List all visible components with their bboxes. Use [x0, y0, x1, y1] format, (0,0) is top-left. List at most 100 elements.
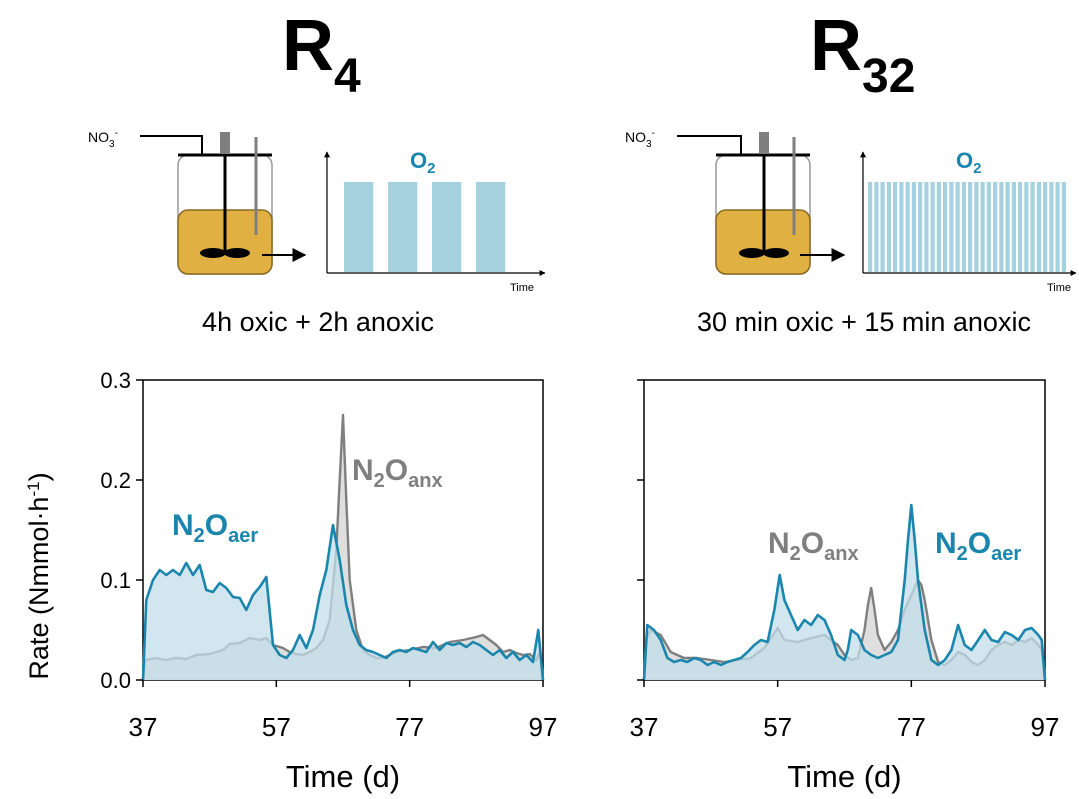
data-point-aer: [823, 619, 826, 621]
data-point-aer: [1004, 631, 1006, 633]
data-point-aer: [870, 654, 873, 656]
data-point-aer: [1040, 639, 1043, 641]
data-point-aer: [352, 629, 354, 631]
o2-time-label-r32: Time: [1047, 282, 1071, 294]
data-point-aer: [746, 651, 749, 653]
x-axis-label: Time (d): [787, 759, 901, 794]
data-point-anx: [873, 609, 876, 611]
data-point-aer: [305, 647, 308, 649]
data-point-aer: [145, 599, 148, 601]
data-point-anx: [836, 644, 839, 646]
data-point-aer: [653, 629, 655, 631]
o2-pulse: [930, 182, 935, 272]
data-point-aer: [733, 659, 736, 661]
data-point-aer: [265, 576, 268, 578]
data-point-aer: [903, 579, 906, 581]
o2-pulses-r32: [868, 182, 1066, 272]
data-point-aer: [957, 624, 959, 626]
data-point-aer: [990, 639, 993, 641]
x-tick-label: 97: [1031, 712, 1060, 742]
data-point-anx: [522, 654, 524, 656]
data-point-anx: [709, 659, 712, 661]
data-point-aer: [699, 659, 702, 661]
data-point-aer: [673, 661, 675, 663]
data-point-aer: [1037, 634, 1040, 636]
o2-pulse: [968, 182, 973, 272]
x-axis-label: Time (d): [286, 759, 400, 794]
series-area-aer: [143, 525, 543, 680]
panel-title-r4: R4: [282, 6, 361, 103]
data-point-aer: [713, 661, 716, 663]
data-point-aer: [492, 654, 494, 656]
data-point-aer: [846, 649, 849, 651]
data-point-aer: [850, 629, 853, 631]
y-axis-label: Rate (Nmmol·h-1): [24, 472, 54, 679]
data-point-aer: [803, 619, 806, 621]
o2-pulse: [432, 182, 462, 272]
y-tick-label: 0.0: [100, 668, 131, 693]
data-point-aer: [425, 651, 428, 653]
panel-r4: R4 NO3- O2 Time 4h oxic + 2h anoxic: [88, 6, 546, 337]
data-point-aer: [172, 569, 174, 571]
series-area-anx: [143, 415, 543, 680]
o2-pulse: [993, 182, 998, 272]
data-point-aer: [205, 589, 208, 591]
data-point-aer: [773, 609, 776, 611]
data-point-anx: [659, 634, 662, 636]
data-point-aer: [930, 659, 933, 661]
o2-pulse: [1018, 182, 1023, 272]
data-point-aer: [198, 564, 201, 566]
data-point-aer: [465, 646, 468, 648]
plot-frame: [643, 379, 1046, 681]
o2-pulse: [961, 182, 966, 272]
data-point-aer: [863, 649, 866, 651]
o2-time-label-r4: Time: [510, 282, 534, 294]
stirrer-blade-left-r4: [200, 248, 226, 258]
series-area-aer: [644, 505, 1045, 680]
data-point-anx: [482, 634, 484, 636]
rate-chart-r32: 37 57 77 97 Time (d) N2Oanx N2Oaer: [630, 379, 1060, 794]
data-point-anx: [348, 579, 351, 581]
data-point-aer: [693, 657, 695, 659]
data-point-aer: [385, 657, 388, 659]
o2-pulse: [949, 182, 954, 272]
data-point-anx: [508, 649, 511, 651]
reactor-schematic-r32: NO3-: [625, 128, 846, 275]
data-point-aer: [810, 624, 812, 626]
data-point-aer: [1024, 629, 1026, 631]
data-point-aer: [753, 644, 756, 646]
data-point-aer: [472, 641, 474, 643]
data-point-aer: [432, 641, 434, 643]
data-point-aer: [666, 657, 669, 659]
reactor-schematic-r4: NO3-: [88, 128, 307, 275]
o2-pulse: [1061, 182, 1066, 272]
data-point-anx: [495, 644, 498, 646]
stirrer-motor-r32: [759, 132, 769, 154]
y-tick-label: 0.1: [100, 568, 131, 593]
data-point-aer: [272, 644, 274, 646]
data-point-anx: [683, 657, 685, 659]
data-point-aer: [923, 629, 926, 631]
data-point-aer: [178, 574, 181, 576]
data-point-anx: [488, 639, 491, 641]
data-point-aer: [452, 644, 454, 646]
data-point-aer: [498, 649, 501, 651]
stirrer-blade-left-r32: [739, 248, 765, 258]
series-line-aer: [642, 503, 1047, 681]
data-point-aer: [358, 644, 361, 646]
data-point-aer: [218, 582, 221, 584]
o2-pulse: [1011, 182, 1016, 272]
series-label-aer: N2Oaer: [172, 509, 258, 547]
data-point-aer: [365, 649, 368, 651]
data-point-aer: [412, 647, 414, 649]
o2-pulse: [1036, 182, 1041, 272]
data-point-aer: [285, 657, 288, 659]
data-point-anx: [870, 587, 873, 589]
data-point-aer: [252, 594, 254, 596]
series-label-anx: N2Oanx: [768, 527, 859, 565]
x-tick-label: 57: [262, 712, 291, 742]
y-tick-label: 0.3: [100, 368, 131, 393]
o2-pulse: [388, 182, 418, 272]
data-point-aer: [312, 629, 314, 631]
data-point-aer: [438, 649, 441, 651]
